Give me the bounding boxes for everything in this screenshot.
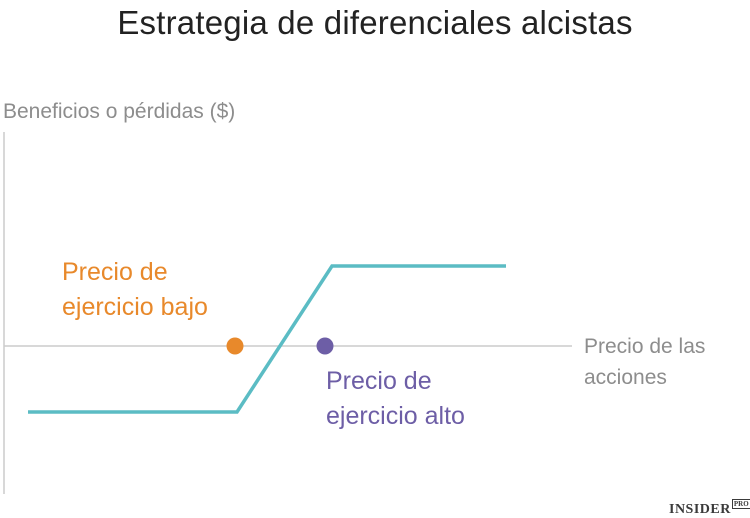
- brand-name: INSIDER: [669, 502, 731, 517]
- low-strike-label: Precio de ejercicio bajo: [62, 255, 208, 325]
- brand-tag: PRO: [731, 499, 750, 509]
- payoff-line: [28, 264, 506, 414]
- y-axis-label: Beneficios o pérdidas ($): [3, 100, 236, 123]
- high-strike-label: Precio de ejercicio alto: [326, 364, 465, 434]
- high-strike-marker: [316, 337, 334, 355]
- x-axis-label-line2: acciones: [584, 366, 667, 389]
- low-strike-label-line2: ejercicio bajo: [62, 293, 208, 321]
- high-strike-label-line1: Precio de: [326, 367, 432, 395]
- x-axis-label-line1: Precio de las: [584, 335, 706, 358]
- chart-title: Estrategia de diferenciales alcistas: [117, 4, 633, 41]
- low-strike-marker: [226, 337, 244, 355]
- insider-pro-logo: INSIDER PRO: [669, 499, 750, 518]
- high-strike-label-line2: ejercicio alto: [326, 402, 465, 430]
- x-axis-label: Precio de las acciones: [584, 331, 705, 393]
- low-strike-label-line1: Precio de: [62, 258, 168, 286]
